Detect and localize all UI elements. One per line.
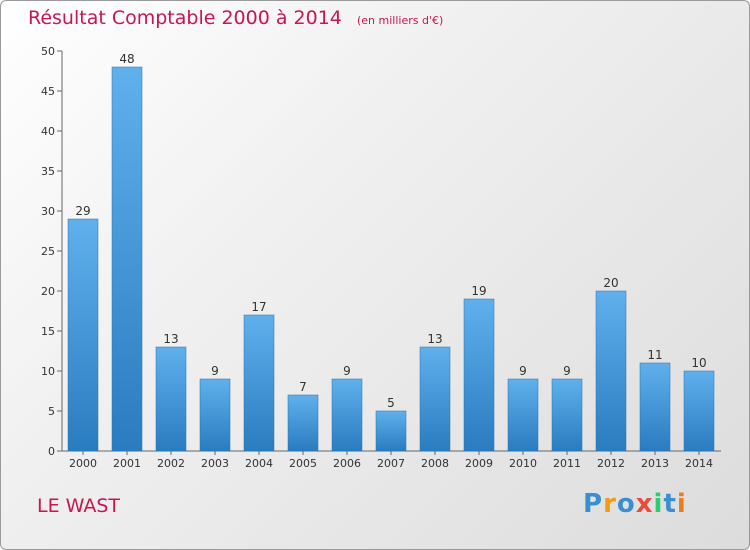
brand-letter: i [653, 489, 664, 519]
brand-letter: o [616, 489, 636, 519]
bar [375, 410, 407, 452]
brand-letter: P [583, 489, 604, 519]
bar [243, 314, 275, 452]
x-tick-label: 2001 [113, 457, 141, 470]
x-tick-label: 2000 [69, 457, 97, 470]
x-tick-label: 2008 [421, 457, 449, 470]
x-tick-label: 2009 [465, 457, 493, 470]
x-tick-label: 2013 [641, 457, 669, 470]
y-tick-label: 30 [41, 205, 55, 218]
bar [639, 362, 671, 452]
bar-value-label: 9 [343, 364, 351, 378]
bar-value-label: 9 [519, 364, 527, 378]
bar [595, 290, 627, 452]
bar [419, 346, 451, 452]
x-tick-label: 2005 [289, 457, 317, 470]
chart-title: Résultat Comptable 2000 à 2014 [28, 7, 342, 29]
y-tick-label: 40 [41, 125, 55, 138]
y-tick-label: 35 [41, 165, 55, 178]
y-tick-label: 5 [48, 405, 55, 418]
bar [155, 346, 187, 452]
location-label: LE WAST [37, 495, 121, 517]
bar [199, 378, 231, 452]
bar [551, 378, 583, 452]
brand-letter: r [603, 489, 617, 519]
x-tick-label: 2002 [157, 457, 185, 470]
y-tick-label: 25 [41, 245, 55, 258]
bar-value-label: 17 [251, 300, 266, 314]
bar [507, 378, 539, 452]
chart-subtitle: (en milliers d'€) [356, 14, 444, 27]
bar-value-label: 11 [647, 348, 662, 362]
y-tick-label: 10 [41, 365, 55, 378]
x-tick-label: 2004 [245, 457, 273, 470]
bar [111, 66, 143, 452]
x-tick-label: 2012 [597, 457, 625, 470]
bar [683, 370, 715, 452]
x-tick-label: 2007 [377, 457, 405, 470]
bar [287, 394, 319, 452]
x-tick-label: 2014 [685, 457, 713, 470]
y-tick-label: 0 [48, 445, 55, 458]
y-tick-label: 20 [41, 285, 55, 298]
bar-value-label: 7 [299, 380, 307, 394]
brand-letter: x [635, 489, 654, 519]
bar [67, 218, 99, 452]
x-tick-label: 2010 [509, 457, 537, 470]
bar [463, 298, 495, 452]
y-tick-label: 45 [41, 85, 55, 98]
y-tick-label: 15 [41, 325, 55, 338]
bar [331, 378, 363, 452]
brand-logo: Proxiti [583, 489, 687, 519]
brand-letter: i [676, 489, 687, 519]
x-tick-label: 2003 [201, 457, 229, 470]
y-tick-label: 50 [41, 45, 55, 58]
bar-value-label: 9 [211, 364, 219, 378]
bar-value-label: 5 [387, 396, 395, 410]
bar-value-label: 13 [163, 332, 178, 346]
bar-value-label: 19 [471, 284, 486, 298]
bar-value-label: 13 [427, 332, 442, 346]
bar-value-label: 20 [603, 276, 618, 290]
bar-value-label: 10 [691, 356, 706, 370]
x-tick-label: 2011 [553, 457, 581, 470]
bar-value-label: 29 [75, 204, 90, 218]
title-block: Résultat Comptable 2000 à 2014 (en milli… [28, 7, 443, 29]
brand-letter: t [663, 489, 677, 519]
x-tick-label: 2006 [333, 457, 361, 470]
bar-value-label: 48 [119, 52, 134, 66]
bar-value-label: 9 [563, 364, 571, 378]
